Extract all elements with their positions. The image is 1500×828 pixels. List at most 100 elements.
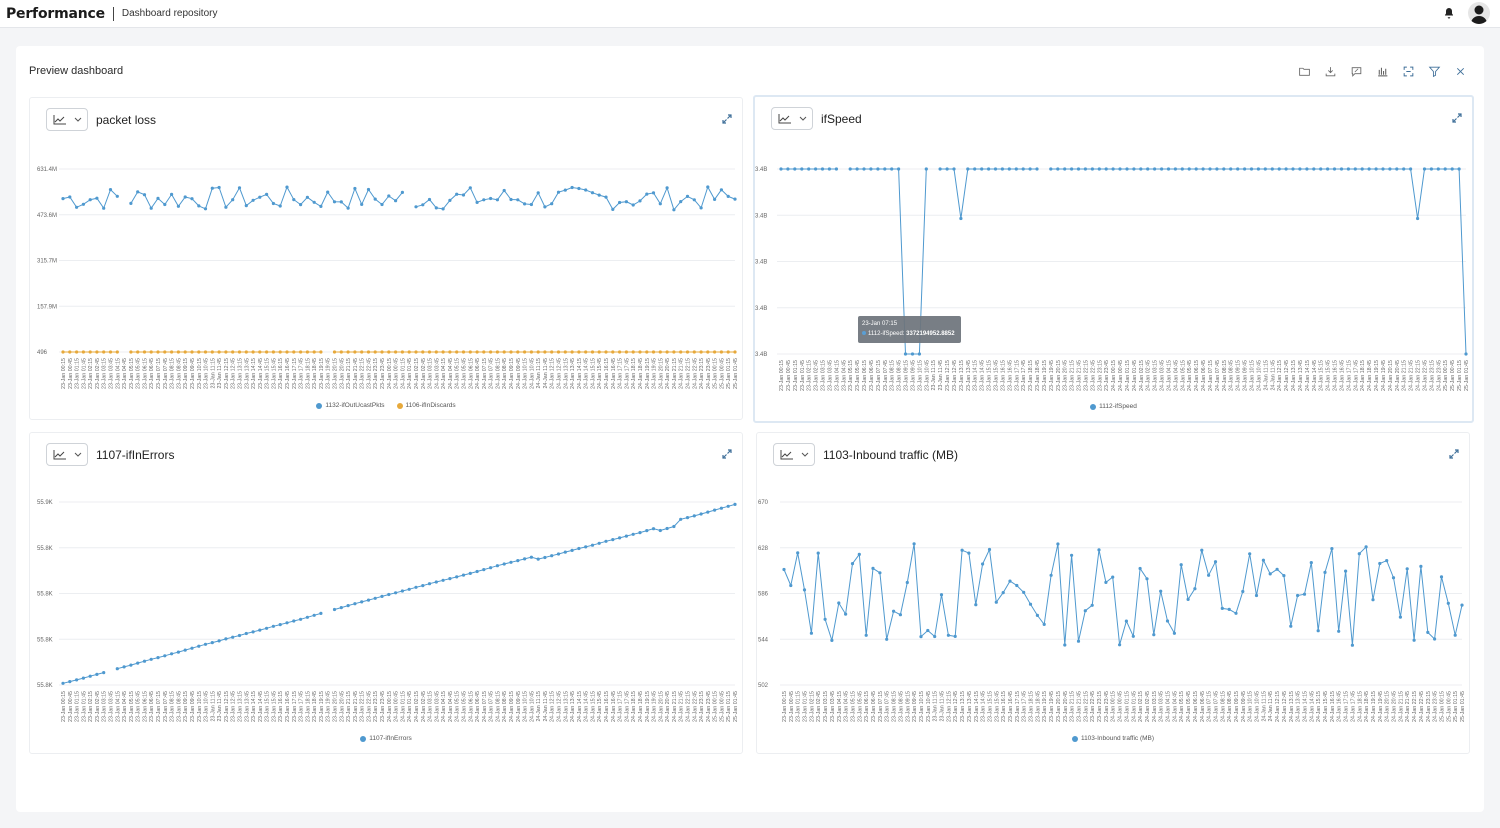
x-tick-label: 24-Jan 19:15 [645, 691, 651, 722]
comment-icon[interactable] [1348, 63, 1364, 79]
x-tick-label: 24-Jan 23:15 [699, 358, 705, 389]
x-tick-label: 24-Jan 03:15 [428, 691, 434, 722]
data-point [380, 350, 384, 354]
legend-item[interactable]: 1112-ifSpeed [1090, 403, 1137, 410]
data-point [1227, 607, 1231, 611]
data-point [271, 350, 275, 354]
data-point [183, 350, 187, 354]
x-tick-label: 23-Jan 06:15 [862, 360, 868, 391]
data-point [1395, 167, 1399, 171]
legend-item[interactable]: 1106-ifInDiscards [396, 402, 456, 409]
download-icon[interactable] [1322, 63, 1338, 79]
data-point [651, 527, 656, 531]
x-tick-label: 23-Jan 03:15 [823, 691, 829, 722]
data-point [933, 634, 937, 639]
x-tick-label: 23-Jan 10:45 [926, 691, 932, 722]
data-point [672, 350, 676, 354]
x-tick-label: 24-Jan 04:45 [1173, 360, 1179, 391]
data-point [857, 552, 861, 556]
chart-legend: 1132-ifOutUcastPkts 1106-ifInDiscards [30, 402, 742, 409]
x-tick-label: 23-Jan 00:15 [779, 360, 785, 391]
brand-logo[interactable]: Performance [6, 5, 105, 22]
data-point [1083, 167, 1087, 171]
x-tick-label: 24-Jan 15:45 [597, 358, 603, 389]
legend-item[interactable]: 1103-Inbound traffic (MB) [1071, 735, 1154, 742]
close-icon[interactable] [1452, 63, 1468, 79]
x-tick-label: 23-Jan 13:45 [966, 360, 972, 391]
x-tick-label: 25-Jan 01:45 [733, 358, 739, 389]
x-tick-label: 24-Jan 23:45 [706, 358, 712, 389]
legend-item[interactable]: 1132-ifOutUcastPkts [316, 402, 385, 409]
x-tick-label: 23-Jan 17:15 [1015, 691, 1021, 722]
x-tick-label: 23-Jan 04:45 [844, 691, 850, 722]
data-point [210, 350, 214, 354]
x-tick-label: 24-Jan 04:45 [448, 358, 454, 389]
data-point [61, 350, 65, 354]
x-tick-label: 24-Jan 03:45 [1159, 691, 1165, 722]
x-tick-label: 23-Jan 09:15 [905, 691, 911, 722]
legend-item[interactable]: 1107-ifInErrors [360, 735, 412, 742]
data-point [102, 671, 106, 675]
x-tick-label: 24-Jan 12:15 [550, 358, 556, 389]
x-tick-label: 24-Jan 14:45 [1309, 691, 1315, 722]
data-point [1296, 593, 1300, 598]
chart-type-select[interactable] [771, 107, 813, 130]
widget-title: ifSpeed [821, 111, 862, 126]
x-tick-label: 23-Jan 15:45 [994, 691, 1000, 722]
widget-ifspeed: ifSpeed 3.4B 3.4B 3.4B 3.4B 3.4B 23-Jan 00:15… [753, 95, 1474, 423]
data-point [1049, 573, 1053, 577]
data-point [885, 637, 889, 641]
chart-type-select[interactable] [773, 443, 815, 466]
x-tick-label: 25-Jan 01:45 [1464, 360, 1470, 391]
data-point [550, 202, 554, 206]
x-tick-label: 23-Jan 14:15 [974, 691, 980, 722]
expand-icon[interactable] [720, 112, 734, 126]
data-point [837, 601, 841, 605]
x-tick-label: 24-Jan 20:15 [1385, 691, 1391, 722]
x-tick-label: 23-Jan 09:45 [910, 360, 916, 391]
x-tick-label: 23-Jan 20:45 [1063, 360, 1069, 391]
data-point [495, 198, 499, 202]
data-point [448, 350, 452, 354]
bar-chart-icon[interactable] [1374, 63, 1390, 79]
x-tick-label: 23-Jan 08:45 [176, 691, 182, 722]
x-tick-label: 23-Jan 11:15 [933, 691, 939, 722]
data-point [604, 195, 608, 199]
x-tick-label: 24-Jan 11:45 [543, 358, 549, 389]
expand-icon[interactable] [1450, 111, 1464, 125]
data-point [434, 350, 438, 354]
data-point [796, 551, 800, 555]
expand-icon[interactable] [1447, 447, 1461, 461]
data-point [1323, 570, 1327, 574]
data-point [203, 207, 208, 211]
folder-icon[interactable] [1296, 63, 1312, 79]
data-point [631, 350, 635, 354]
avatar-icon[interactable] [1468, 2, 1490, 24]
data-point [346, 206, 350, 210]
chart-type-select[interactable] [46, 108, 88, 131]
data-point [489, 566, 493, 570]
x-tick-label: 23-Jan 15:45 [993, 360, 999, 391]
breadcrumb[interactable]: Dashboard repository [121, 8, 218, 19]
x-tick-label: 23-Jan 18:45 [1035, 691, 1041, 722]
x-tick-label: 23-Jan 02:15 [88, 691, 94, 722]
bell-icon[interactable] [1442, 6, 1456, 20]
x-tick-label: 23-Jan 20:15 [333, 691, 339, 722]
x-tick-label: 24-Jan 08:45 [502, 358, 508, 389]
chart-type-select[interactable] [46, 443, 88, 466]
data-point [1402, 167, 1406, 171]
x-tick-label: 23-Jan 01:45 [803, 691, 809, 722]
data-point [892, 609, 896, 613]
data-point [1076, 167, 1081, 171]
tooltip-value: 3372194952.8852 [906, 331, 955, 337]
data-point [611, 350, 615, 354]
data-point [699, 512, 703, 516]
data-point [1193, 587, 1197, 591]
data-point [706, 510, 710, 514]
data-point [966, 167, 970, 171]
expand-icon[interactable] [720, 447, 734, 461]
fit-screen-icon[interactable] [1400, 63, 1416, 79]
filter-icon[interactable] [1426, 63, 1442, 79]
data-point [360, 202, 364, 206]
x-tick-label: 24-Jan 22:45 [692, 691, 698, 722]
